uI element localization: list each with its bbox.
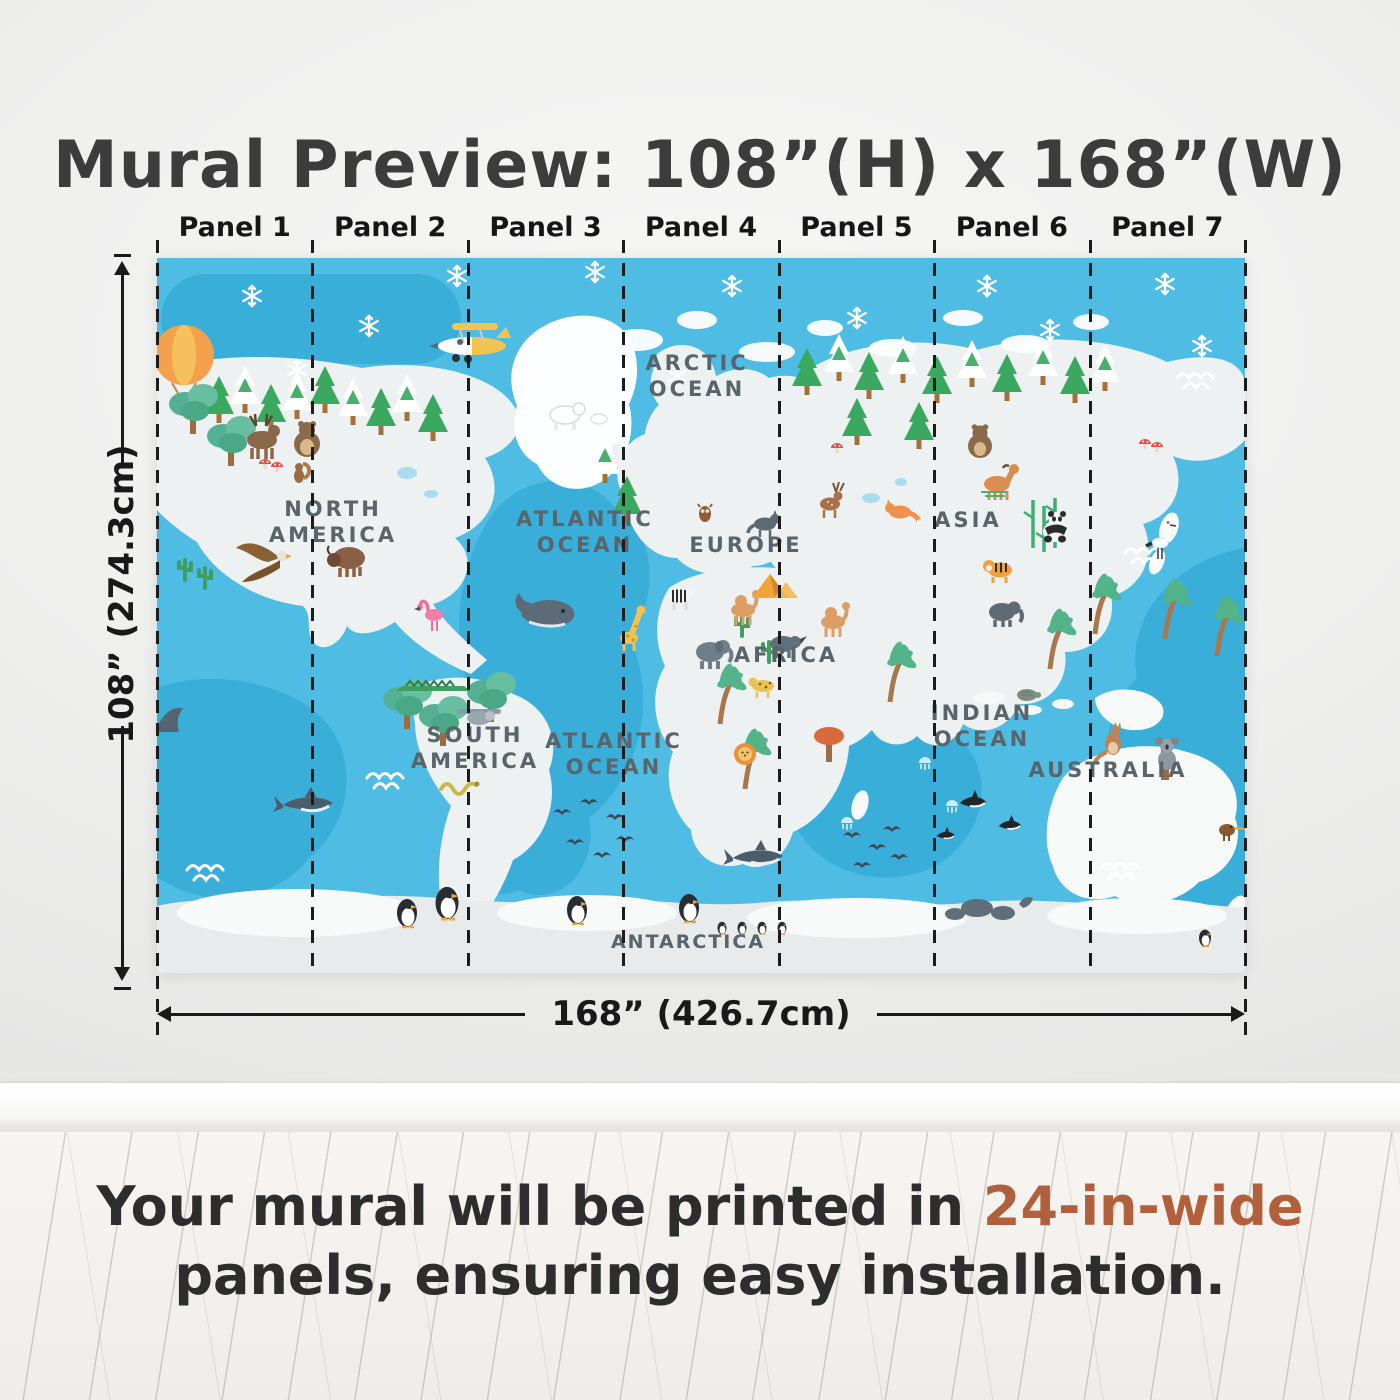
lion-icon — [734, 743, 756, 765]
label-asia: ASIA — [934, 508, 1001, 532]
panel-label-4: Panel 4 — [644, 212, 758, 243]
label-atlantic-ocean-south: ATLANTIC OCEAN — [545, 729, 683, 779]
fox-icon — [885, 499, 922, 525]
map-region-labels: ARCTIC OCEAN NORTH AMERICA ATLANTIC OCEAN E… — [269, 351, 1188, 953]
mural-preview-map: ARCTIC OCEAN NORTH AMERICA ATLANTIC OCEAN E… — [154, 258, 1246, 973]
caption-highlight: 24-in-wide — [982, 1175, 1304, 1238]
width-arrow-left-icon — [157, 1006, 171, 1022]
width-dimension: 168” (426.7cm) — [157, 994, 1246, 1034]
label-south-america: SOUTH AMERICA — [411, 723, 539, 773]
crocodile-icon — [396, 679, 470, 691]
baseboard — [0, 1082, 1400, 1133]
panel-divider-line-3 — [621, 240, 625, 973]
whale-tail-icon — [155, 707, 183, 732]
owl-icon — [697, 503, 713, 522]
height-line-top — [120, 274, 124, 466]
mural-edge-line-left — [155, 240, 159, 1040]
panel-label-5: Panel 5 — [800, 212, 913, 243]
height-arrow-up-icon — [114, 261, 130, 275]
hot-air-balloon-icon — [154, 325, 214, 405]
turtle-icon — [1017, 689, 1041, 701]
snake-icon — [439, 781, 480, 796]
caption-text-after: panels, ensuring easy installation. — [174, 1244, 1226, 1308]
koala-icon — [1155, 737, 1179, 780]
height-tick-top — [114, 254, 131, 257]
label-africa: AFRICA — [734, 643, 838, 667]
caption-text-before: Your mural will be printed in — [96, 1175, 983, 1238]
airplane-icon — [429, 323, 511, 363]
panel-labels-row: Panel 1 Panel 2 Panel 3 Panel 4 Panel 5 … — [157, 212, 1245, 243]
elephant-icon-asia — [989, 601, 1024, 627]
height-tick-bottom — [114, 987, 131, 990]
rhino-icon — [770, 636, 807, 658]
tiger-icon — [983, 560, 1012, 583]
moose-icon — [247, 413, 280, 459]
kiwi-icon — [1219, 824, 1246, 841]
height-dimension-label: 108” (274.3cm) — [102, 444, 142, 744]
panel-label-3: Panel 3 — [489, 212, 602, 243]
width-line-right — [876, 1012, 1232, 1016]
panel-divider-line-6 — [1088, 240, 1092, 973]
crane-icon — [1145, 521, 1177, 559]
leopard-icon — [748, 677, 774, 698]
width-dimension-label: 168” (426.7cm) — [551, 994, 851, 1034]
polar-bear-icon — [549, 402, 608, 430]
label-arctic-ocean: ARCTIC OCEAN — [645, 351, 748, 401]
label-indian-ocean: INDIAN OCEAN — [931, 701, 1033, 751]
label-europe: EUROPE — [689, 533, 802, 557]
label-australia: AUSTRALIA — [1029, 758, 1188, 782]
panel-label-1: Panel 1 — [178, 212, 291, 243]
width-arrow-right-icon — [1231, 1006, 1246, 1022]
bison-icon — [326, 545, 365, 577]
flamingo-icon — [414, 599, 443, 631]
bamboo-icon — [1023, 498, 1057, 552]
panel-label-6: Panel 6 — [955, 212, 1068, 243]
camel-icon-2 — [821, 602, 850, 637]
seal-rocks — [945, 896, 1033, 920]
height-line-bottom — [120, 726, 124, 968]
eagle-icon — [236, 543, 292, 582]
panel-divider-line-4 — [777, 240, 781, 973]
label-atlantic-ocean-north: ATLANTIC OCEAN — [516, 507, 654, 557]
orca-pod — [936, 790, 1021, 840]
zebra-icon — [669, 586, 695, 610]
label-antarctica: ANTARCTICA — [611, 931, 765, 953]
whale-icon — [515, 593, 575, 628]
panel-label-7: Panel 7 — [1111, 212, 1224, 243]
baobab-tree-icon — [814, 727, 844, 762]
panel-divider-line-1 — [310, 240, 314, 973]
panel-divider-line-2 — [466, 240, 470, 973]
bear-icon-asia — [968, 424, 992, 458]
width-line-left — [171, 1012, 526, 1016]
label-north-america: NORTH AMERICA — [269, 497, 397, 547]
panda-icon — [1043, 511, 1067, 543]
squirrel-icon — [294, 462, 312, 483]
wood-floor — [0, 1132, 1400, 1400]
kangaroo-icon — [1092, 722, 1121, 765]
elephant-icon-africa — [696, 640, 734, 669]
horse-icon — [981, 464, 1019, 500]
mural-edge-line-right — [1243, 240, 1247, 1040]
page-title: Mural Preview: 108”(H) x 168”(W) — [53, 127, 1347, 203]
caption: Your mural will be printed in 24-in-wide… — [0, 1172, 1400, 1310]
deer-icon — [820, 481, 845, 518]
shark-icon-south — [723, 840, 783, 866]
panel-label-2: Panel 2 — [334, 212, 447, 243]
panel-divider-line-5 — [932, 240, 936, 973]
height-arrow-down-icon — [114, 967, 130, 981]
